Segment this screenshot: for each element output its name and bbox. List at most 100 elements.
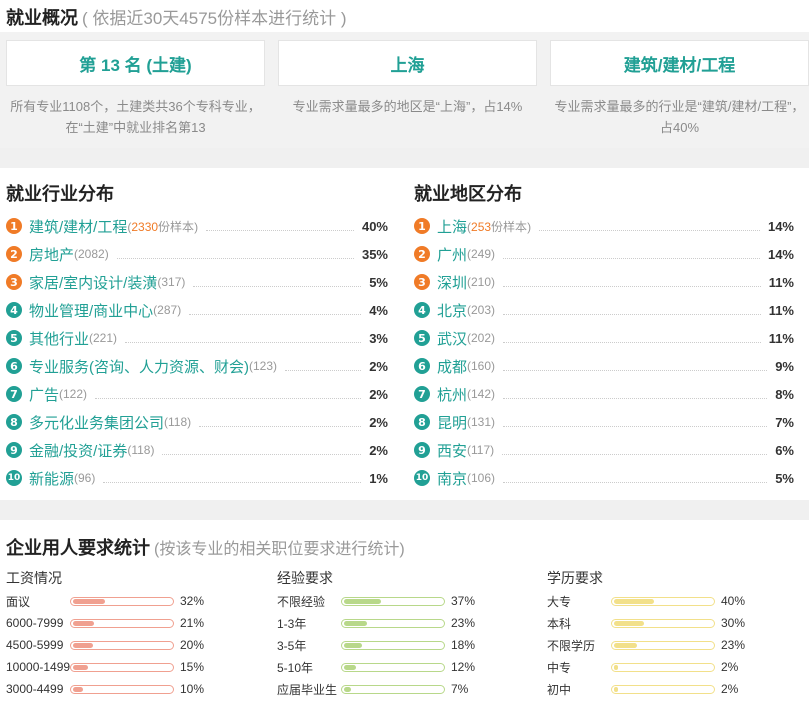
- region-name[interactable]: 南京: [437, 470, 468, 488]
- industry-row[interactable]: 3 家居/室内设计/装潢 (317) 5%: [6, 268, 388, 296]
- sample-count: (131): [467, 415, 496, 429]
- dotted-leader: [193, 285, 362, 287]
- percentage: 6%: [775, 442, 794, 458]
- dotted-leader: [189, 313, 362, 315]
- ranking-desc: 所有专业1108个，土建类共36个专科专业，在“土建”中就业排名第13: [10, 99, 261, 135]
- sample-count: (202): [467, 331, 496, 345]
- region-row[interactable]: 8 昆明 (131) 7%: [414, 408, 794, 436]
- experience-percentage: 7%: [451, 682, 469, 696]
- region-row[interactable]: 2 广州 (249) 14%: [414, 240, 794, 268]
- dotted-leader: [285, 369, 362, 371]
- experience-row: 应届毕业生 7%: [277, 678, 468, 700]
- education-percentage: 40%: [721, 594, 746, 608]
- sample-count: (117): [467, 443, 495, 457]
- overview-title: 就业概况( 依据近30天4575份样本进行统计 ): [6, 4, 347, 30]
- industry-name[interactable]: 专业服务(咨询、人力资源、财会): [29, 358, 249, 376]
- section-divider: [0, 500, 809, 520]
- region-row[interactable]: 5 武汉 (202) 11%: [414, 324, 794, 352]
- salary-bar-fill: [73, 642, 93, 648]
- region-name[interactable]: 上海: [437, 218, 468, 236]
- region-name[interactable]: 深圳: [437, 274, 468, 292]
- education-row: 本科 30%: [547, 612, 745, 634]
- region-row[interactable]: 3 深圳 (210) 11%: [414, 268, 794, 296]
- education-row: 大专 40%: [547, 590, 745, 612]
- education-row: 不限学历 23%: [547, 634, 745, 656]
- requirements-subtitle: (按该专业的相关职位要求进行统计): [154, 541, 405, 558]
- sample-count: (118): [127, 443, 155, 457]
- percentage: 14%: [767, 218, 794, 234]
- rank-badge: 7: [6, 386, 22, 402]
- region-row[interactable]: 9 西安 (117) 6%: [414, 436, 794, 464]
- industry-name[interactable]: 新能源: [29, 470, 75, 488]
- region-row[interactable]: 1 上海 (253份样本) 14%: [414, 212, 794, 240]
- sample-count: (122): [59, 387, 88, 401]
- region-row[interactable]: 4 北京 (203) 11%: [414, 296, 794, 324]
- region-name[interactable]: 广州: [437, 246, 468, 264]
- industry-row[interactable]: 8 多元化业务集团公司 (118) 2%: [6, 408, 388, 436]
- region-name[interactable]: 武汉: [437, 330, 468, 348]
- region-name[interactable]: 杭州: [437, 386, 468, 404]
- region-name[interactable]: 北京: [437, 302, 468, 320]
- percentage: 2%: [369, 386, 388, 402]
- industry-name[interactable]: 广告: [29, 386, 60, 404]
- salary-row: 10000-14999 15%: [6, 656, 204, 678]
- salary-percentage: 32%: [180, 594, 205, 608]
- experience-bar: [341, 662, 445, 672]
- rank-badge: 10: [6, 470, 22, 486]
- percentage: 14%: [767, 246, 794, 262]
- industry-name[interactable]: 金融/投资/证券: [29, 442, 128, 460]
- salary-bar: [70, 596, 174, 606]
- industry-row[interactable]: 5 其他行业 (221) 3%: [6, 324, 388, 352]
- experience-row: 1-3年 23%: [277, 612, 475, 634]
- rank-badge: 6: [6, 358, 22, 374]
- salary-label: 6000-7999: [6, 616, 64, 630]
- industry-row[interactable]: 2 房地产 (2082) 35%: [6, 240, 388, 268]
- region-name[interactable]: 昆明: [437, 414, 468, 432]
- experience-percentage: 37%: [451, 594, 476, 608]
- education-row: 中专 2%: [547, 656, 738, 678]
- education-bar-fill: [614, 598, 654, 604]
- experience-title: 经验要求: [277, 570, 333, 586]
- experience-label: 1-3年: [277, 616, 307, 631]
- industry-title: 就业行业分布: [6, 184, 114, 204]
- region-name[interactable]: 成都: [437, 358, 468, 376]
- salary-bar: [70, 618, 174, 628]
- industry-name[interactable]: 建筑/建材/工程: [29, 218, 128, 236]
- dotted-leader: [503, 341, 761, 343]
- experience-label: 3-5年: [277, 638, 307, 653]
- salary-row: 6000-7999 21%: [6, 612, 204, 634]
- salary-percentage: 10%: [180, 682, 205, 696]
- education-bar: [611, 662, 715, 672]
- sample-count: (142): [467, 387, 496, 401]
- industry-name[interactable]: 多元化业务集团公司: [29, 414, 165, 432]
- dotted-leader: [503, 425, 768, 427]
- industry-row[interactable]: 9 金融/投资/证券 (118) 2%: [6, 436, 388, 464]
- industry-name[interactable]: 其他行业: [29, 330, 90, 348]
- industry-name[interactable]: 物业管理/商业中心: [29, 302, 154, 320]
- sample-count: (287): [153, 303, 182, 317]
- industry-row[interactable]: 6 专业服务(咨询、人力资源、财会) (123) 2%: [6, 352, 388, 380]
- experience-bar-fill: [344, 686, 351, 692]
- region-name[interactable]: 西安: [437, 442, 468, 460]
- sample-count-value: 253: [471, 219, 492, 234]
- region-row[interactable]: 7 杭州 (142) 8%: [414, 380, 794, 408]
- experience-bar-fill: [344, 620, 367, 626]
- industry-row[interactable]: 7 广告 (122) 2%: [6, 380, 388, 408]
- industry-row[interactable]: 10 新能源 (96) 1%: [6, 464, 388, 492]
- education-label: 本科: [547, 616, 572, 631]
- rank-badge: 3: [414, 274, 430, 290]
- rank-badge: 2: [414, 246, 430, 262]
- top-industry-desc: 专业需求量最多的行业是“建筑/建材/工程”，占40%: [554, 99, 805, 135]
- industry-name[interactable]: 房地产: [29, 246, 75, 264]
- industry-row[interactable]: 1 建筑/建材/工程 (2330份样本) 40%: [6, 212, 388, 240]
- industry-row[interactable]: 4 物业管理/商业中心 (287) 4%: [6, 296, 388, 324]
- dotted-leader: [103, 481, 362, 483]
- overview-subtitle: ( 依据近30天4575份样本进行统计 ): [82, 9, 347, 28]
- industry-name[interactable]: 家居/室内设计/装潢: [29, 274, 158, 292]
- education-bar: [611, 618, 715, 628]
- region-row[interactable]: 6 成都 (160) 9%: [414, 352, 794, 380]
- region-row[interactable]: 10 南京 (106) 5%: [414, 464, 794, 492]
- experience-label: 应届毕业生: [277, 682, 338, 697]
- education-bar-fill: [614, 620, 644, 626]
- experience-percentage: 12%: [451, 660, 476, 674]
